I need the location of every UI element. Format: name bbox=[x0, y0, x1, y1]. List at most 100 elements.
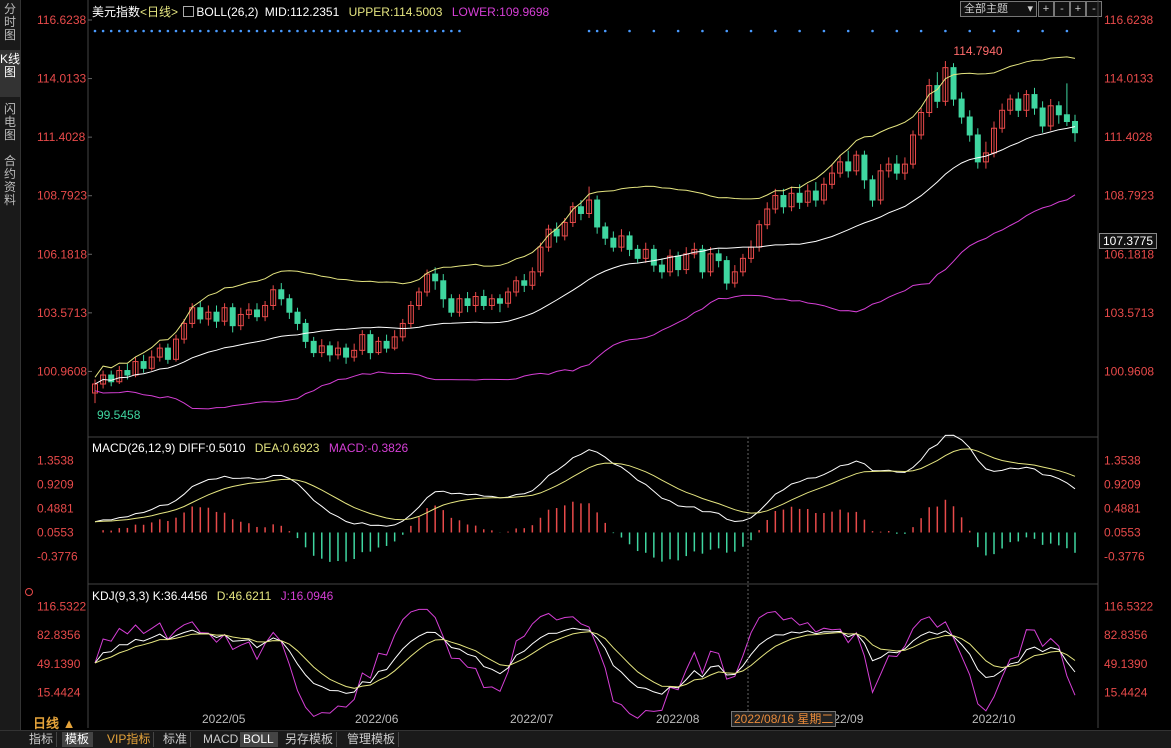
macd-y-tick-left: -0.3776 bbox=[37, 550, 78, 564]
candle-body bbox=[197, 307, 204, 320]
boll-lower-line bbox=[94, 194, 1076, 410]
signal-dot bbox=[150, 29, 153, 33]
candle-body bbox=[1055, 105, 1062, 116]
candle-body bbox=[221, 307, 228, 322]
macd-y-tick-right: -0.3776 bbox=[1104, 550, 1145, 564]
zoom-in-button[interactable]: + bbox=[1038, 1, 1054, 17]
candle-body bbox=[634, 248, 641, 259]
zoom-out-button[interactable]: - bbox=[1054, 1, 1070, 17]
macd-y-tick-left: 0.9209 bbox=[37, 477, 74, 491]
boll-lower: LOWER:109.9698 bbox=[451, 5, 550, 19]
candle-body bbox=[383, 340, 390, 349]
signal-dot bbox=[409, 29, 413, 33]
candle-body bbox=[829, 172, 836, 185]
period-selector[interactable]: 日线 ▲ bbox=[33, 716, 76, 731]
kdj-y-tick-right: 49.1390 bbox=[1104, 657, 1148, 671]
candle-body bbox=[440, 280, 447, 300]
candle-body bbox=[837, 161, 844, 174]
macd-value: MACD:-0.3826 bbox=[328, 441, 409, 455]
tab-indicator[interactable]: 指标 bbox=[26, 732, 58, 747]
candle-body bbox=[764, 208, 771, 226]
main-header: 美元指数<日线> BOLL(26,2) MID:112.2351 UPPER:1… bbox=[92, 3, 549, 20]
boll-upper-line bbox=[94, 56, 1076, 378]
signal-dot bbox=[320, 29, 324, 33]
signal-dot bbox=[279, 29, 283, 33]
candle-body bbox=[974, 134, 981, 163]
candle-body bbox=[610, 237, 617, 248]
boll-mid-line bbox=[94, 126, 1076, 385]
y-tick-right: 108.7923 bbox=[1104, 189, 1154, 203]
tab-contract-info[interactable]: 合约资料 bbox=[3, 154, 16, 207]
candle-body bbox=[343, 347, 350, 358]
candle-body bbox=[391, 336, 398, 349]
signal-dot bbox=[393, 29, 396, 33]
theme-dropdown[interactable]: 全部主题 ▾ bbox=[960, 1, 1037, 17]
candle-body bbox=[294, 311, 301, 324]
tab-standard[interactable]: 标准 bbox=[160, 732, 192, 747]
tab-vip-indicator[interactable]: VIP指标 bbox=[104, 732, 155, 747]
signal-dot bbox=[749, 29, 753, 33]
kdj-header: KDJ(9,3,3) K:36.4456 D:46.6211 J:16.0946 bbox=[92, 589, 333, 603]
y-tick-right: 111.4028 bbox=[1104, 130, 1153, 144]
y-tick-right: 114.0133 bbox=[1104, 72, 1153, 86]
candle-body bbox=[1031, 94, 1038, 109]
x-tick-may: 2022/05 bbox=[202, 712, 246, 726]
candle-body bbox=[407, 304, 414, 324]
signal-dot bbox=[441, 29, 445, 33]
kdj-y-tick-left: 82.8356 bbox=[37, 628, 81, 642]
signal-dot bbox=[304, 29, 307, 33]
candle-body bbox=[302, 322, 309, 342]
indicator-toggle-icon[interactable] bbox=[183, 6, 195, 17]
candle-body bbox=[982, 152, 989, 163]
candle-body bbox=[958, 98, 965, 118]
candle-body bbox=[1047, 105, 1054, 127]
signal-dot bbox=[198, 29, 202, 33]
signal-dot bbox=[271, 29, 275, 33]
tab-timeshare[interactable]: 分时图 bbox=[3, 2, 16, 42]
tab-kline[interactable]: K线图 bbox=[0, 50, 20, 97]
tab-template[interactable]: 模板 bbox=[62, 732, 94, 747]
candle-body bbox=[164, 347, 171, 360]
candle-body bbox=[262, 304, 269, 318]
candle-body bbox=[739, 257, 746, 273]
candle-body bbox=[237, 313, 244, 327]
kdj-d-line bbox=[94, 631, 1076, 689]
signal-dot bbox=[263, 29, 267, 33]
candle-body bbox=[124, 370, 131, 376]
signal-dot bbox=[255, 29, 259, 33]
signal-dot bbox=[360, 29, 364, 33]
signal-dot bbox=[182, 29, 186, 33]
candle-body bbox=[675, 255, 682, 271]
tab-manage-template[interactable]: 管理模板 bbox=[344, 732, 400, 747]
signal-dot bbox=[239, 29, 243, 33]
expand-button[interactable]: + bbox=[1070, 1, 1086, 17]
left-sidebar: 分时图 K线图 闪电图 合约资料 bbox=[0, 0, 21, 730]
signal-dot bbox=[352, 29, 356, 33]
high-price-label: 114.7940 bbox=[953, 44, 1002, 58]
candle-body bbox=[253, 309, 260, 318]
signal-dot bbox=[126, 29, 129, 33]
signal-dot bbox=[1065, 29, 1069, 33]
candle-body bbox=[772, 195, 779, 210]
tab-boll[interactable]: BOLL bbox=[240, 732, 278, 747]
macd-y-tick-right: 0.4881 bbox=[1104, 501, 1141, 515]
candle-body bbox=[569, 206, 576, 223]
signal-dot bbox=[944, 29, 947, 33]
signal-dot bbox=[134, 29, 137, 33]
candle-body bbox=[448, 298, 455, 313]
signal-dot bbox=[174, 29, 178, 33]
candle-body bbox=[496, 298, 503, 304]
candle-body bbox=[472, 296, 479, 306]
candle-body bbox=[92, 383, 98, 394]
tab-save-template[interactable]: 另存模板 bbox=[282, 732, 338, 747]
boll-label: BOLL(26,2) bbox=[196, 5, 259, 19]
signal-dot bbox=[93, 29, 97, 33]
candle-body bbox=[780, 195, 787, 208]
tab-flash[interactable]: 闪电图 bbox=[3, 102, 16, 142]
candle-body bbox=[626, 235, 633, 250]
kdj-d: D:46.6211 bbox=[216, 589, 272, 603]
candle-body bbox=[529, 271, 536, 286]
signal-dot bbox=[417, 29, 421, 33]
period-label[interactable]: <日线> bbox=[140, 5, 179, 19]
